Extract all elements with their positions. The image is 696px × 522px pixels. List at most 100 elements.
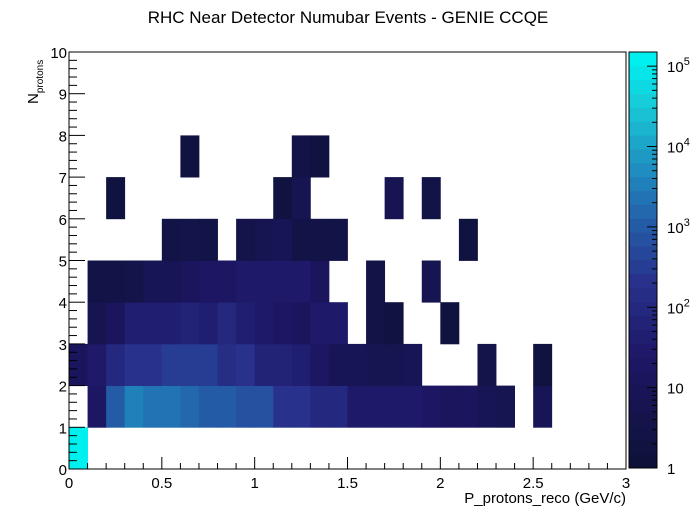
heatmap-cell <box>217 385 237 428</box>
heatmap-cell <box>180 385 200 428</box>
heatmap-cell <box>310 260 330 303</box>
heatmap-cell <box>328 302 348 345</box>
heatmap-cell <box>254 343 274 386</box>
color-scale-bar <box>629 52 657 469</box>
color-scale-ticks: 1 10 102 103 104 105 <box>647 56 690 478</box>
heatmap-cell <box>217 260 237 303</box>
y-tick-label: 6 <box>59 212 67 229</box>
heatmap-cell <box>69 427 88 470</box>
heatmap-cell <box>87 385 107 428</box>
heatmap-cell <box>180 135 200 178</box>
color-scale-band <box>629 329 657 344</box>
heatmap-cell <box>273 218 293 261</box>
heatmap-cell <box>291 135 311 178</box>
heatmap-cells <box>69 135 553 470</box>
heatmap-cell <box>254 302 274 345</box>
heatmap-cell <box>366 343 386 386</box>
heatmap-cell <box>198 302 218 345</box>
heatmap-cell <box>477 385 497 428</box>
heatmap-cell <box>106 302 126 345</box>
x-axis-label: P_protons_reco (GeV/c) <box>464 490 626 507</box>
color-scale-label: 104 <box>667 137 690 157</box>
heatmap-cell <box>421 177 441 220</box>
color-scale-band <box>629 370 657 386</box>
heatmap-cell <box>124 343 144 386</box>
heatmap-cell <box>180 260 200 303</box>
heatmap-cell <box>180 218 200 261</box>
y-axis-label: Nprotons <box>25 60 46 104</box>
heatmap-cell <box>236 218 256 261</box>
heatmap-cell <box>236 343 256 386</box>
color-scale-band <box>629 121 657 136</box>
heatmap-cell <box>236 260 256 303</box>
color-scale-band <box>629 273 657 289</box>
heatmap-cell <box>161 302 181 345</box>
y-tick-label: 8 <box>59 128 67 145</box>
color-scale-band <box>629 65 657 81</box>
heatmap-cell <box>161 218 181 261</box>
color-scale-band <box>629 79 657 94</box>
heatmap-cell <box>87 260 107 303</box>
heatmap-cell <box>254 218 274 261</box>
heatmap-cell <box>198 260 218 303</box>
heatmap-cell <box>291 302 311 345</box>
heatmap-cell <box>291 177 311 220</box>
color-scale-band <box>629 454 657 469</box>
y-tick-label: 5 <box>59 254 67 271</box>
color-scale-label: 10 <box>667 381 684 398</box>
heatmap-cell <box>106 260 126 303</box>
chart-title: RHC Near Detector Numubar Events - GENIE… <box>148 8 549 27</box>
color-scale-band <box>629 52 657 67</box>
heatmap-cell <box>143 343 163 386</box>
heatmap-cell <box>254 385 274 428</box>
heatmap-cell <box>124 260 144 303</box>
heatmap-cell <box>384 177 404 220</box>
heatmap-cell <box>440 302 460 345</box>
color-scale-band <box>629 176 657 192</box>
color-scale-band <box>629 218 657 233</box>
heatmap-cell <box>236 385 256 428</box>
heatmap-cell <box>106 177 126 220</box>
heatmap-cell <box>198 218 218 261</box>
color-scale-band <box>629 343 657 358</box>
heatmap-cell <box>198 385 218 428</box>
heatmap-cell <box>310 385 330 428</box>
heatmap-cell <box>384 343 404 386</box>
color-scale-band <box>629 301 657 316</box>
heatmap-cell <box>161 260 181 303</box>
x-tick-label: 0.5 <box>151 475 172 492</box>
color-scale-band <box>629 412 657 427</box>
heatmap-cell <box>291 343 311 386</box>
color-scale-band <box>629 232 657 247</box>
heatmap-cell <box>440 385 460 428</box>
heatmap-cell <box>458 385 478 428</box>
heatmap-cell <box>124 302 144 345</box>
color-scale-label: 1 <box>667 461 675 478</box>
x-tick-label: 1 <box>250 475 258 492</box>
color-scale-band <box>629 357 657 372</box>
heatmap-cell <box>347 343 367 386</box>
heatmap-cell <box>366 302 386 345</box>
heatmap-cell <box>310 218 330 261</box>
y-axis-label-sub: protons <box>35 60 46 93</box>
heatmap-cell <box>421 385 441 428</box>
x-tick-label: 1.5 <box>337 475 358 492</box>
color-scale-band <box>629 190 657 205</box>
heatmap-cell <box>291 260 311 303</box>
color-scale-band <box>629 287 657 302</box>
heatmap-cell <box>366 260 386 303</box>
color-scale-band <box>629 149 657 164</box>
x-tick-label: 3 <box>622 475 630 492</box>
color-scale-band <box>629 162 657 178</box>
heatmap-cell <box>273 177 293 220</box>
color-scale-band <box>629 260 657 275</box>
color-scale-band <box>629 384 657 400</box>
heatmap-cell <box>161 385 181 428</box>
y-tick-label: 1 <box>59 420 67 437</box>
color-scale-label: 102 <box>667 297 690 317</box>
heatmap-cell <box>366 385 386 428</box>
heatmap-cell <box>403 385 423 428</box>
color-scale-band <box>629 315 657 330</box>
y-axis-label-main: N <box>25 93 42 104</box>
svg-text:Nprotons: Nprotons <box>25 60 46 104</box>
